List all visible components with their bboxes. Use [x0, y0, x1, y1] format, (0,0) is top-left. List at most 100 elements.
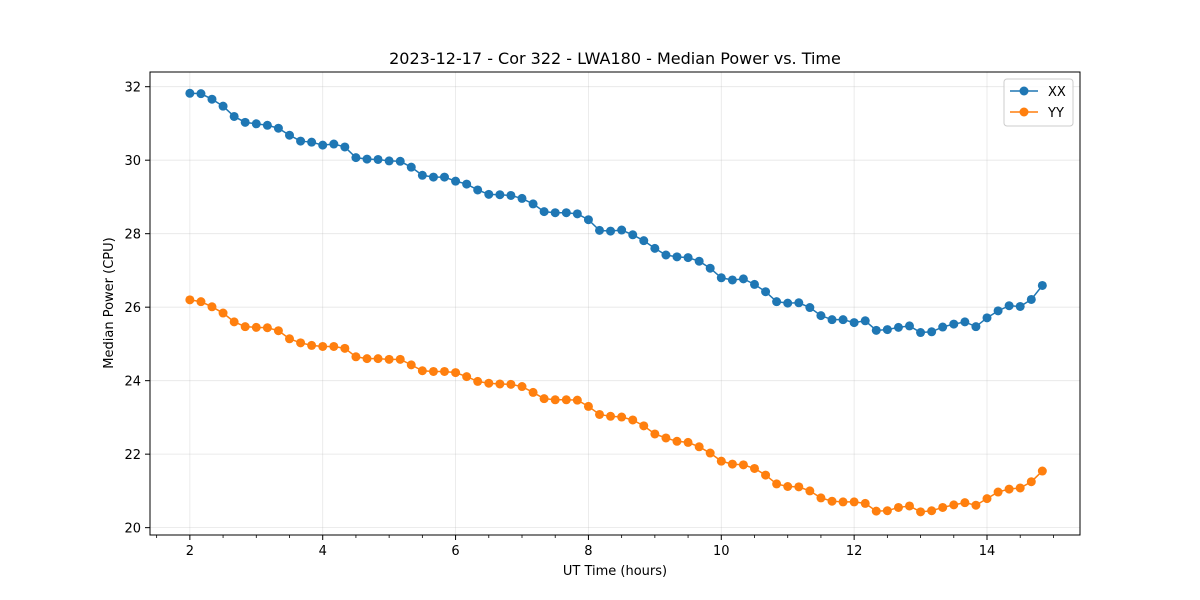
data-point-yy — [384, 354, 394, 364]
data-point-yy — [971, 500, 981, 510]
data-point-yy — [318, 341, 328, 351]
data-point-xx — [761, 287, 771, 297]
data-point-xx — [273, 123, 283, 133]
data-point-xx — [318, 140, 328, 150]
data-point-xx — [451, 176, 461, 186]
data-point-yy — [650, 429, 660, 439]
plot-area-frame — [149, 71, 1081, 536]
data-point-xx — [1037, 280, 1047, 290]
data-point-xx — [893, 322, 903, 332]
data-point-yy — [207, 302, 217, 312]
data-point-yy — [229, 317, 239, 327]
data-point-yy — [1037, 466, 1047, 476]
data-point-xx — [960, 317, 970, 327]
data-point-xx — [550, 208, 560, 218]
data-point-xx — [572, 209, 582, 219]
x-tick-label: 2 — [186, 544, 194, 559]
data-point-xx — [196, 89, 206, 99]
data-point-yy — [993, 487, 1003, 497]
data-point-yy — [595, 409, 605, 419]
data-point-xx — [583, 215, 593, 225]
data-point-xx — [595, 225, 605, 235]
data-point-xx — [395, 156, 405, 166]
data-point-xx — [1015, 301, 1025, 311]
data-point-yy — [395, 354, 405, 364]
data-point-yy — [307, 340, 317, 350]
data-point-yy — [772, 479, 782, 489]
y-axis-label: Median Power (CPU) — [102, 237, 117, 368]
y-tick-label: 20 — [124, 522, 141, 537]
x-tick-label: 10 — [713, 544, 730, 559]
data-point-xx — [838, 315, 848, 325]
data-point-yy — [550, 395, 560, 405]
data-point-yy — [218, 308, 228, 318]
data-point-xx — [882, 325, 892, 335]
x-tick-label: 4 — [319, 544, 327, 559]
data-point-xx — [229, 111, 239, 121]
x-tick-label: 14 — [979, 544, 996, 559]
data-point-yy — [738, 460, 748, 470]
y-tick-label: 26 — [124, 301, 141, 316]
data-point-yy — [484, 378, 494, 388]
data-point-yy — [683, 437, 693, 447]
data-point-yy — [417, 366, 427, 376]
data-point-xx — [772, 297, 782, 307]
data-point-yy — [716, 456, 726, 466]
data-point-yy — [606, 411, 616, 421]
data-point-yy — [329, 341, 339, 351]
data-point-xx — [694, 256, 704, 266]
legend-marker-xx — [1019, 86, 1029, 96]
series-layer — [185, 88, 1047, 517]
data-point-xx — [329, 139, 339, 149]
data-point-xx — [406, 162, 416, 172]
data-point-xx — [296, 136, 306, 146]
data-point-xx — [307, 137, 317, 147]
data-point-yy — [827, 496, 837, 506]
data-point-yy — [849, 497, 859, 507]
data-point-xx — [705, 263, 715, 273]
data-point-xx — [727, 275, 737, 285]
data-point-yy — [185, 295, 195, 305]
y-tick-label: 28 — [124, 228, 141, 243]
legend-label-yy: YY — [1047, 106, 1064, 121]
data-point-xx — [473, 185, 483, 195]
data-point-yy — [528, 387, 538, 397]
data-point-yy — [982, 494, 992, 504]
data-point-yy — [517, 382, 527, 392]
data-point-yy — [273, 326, 283, 336]
data-point-xx — [683, 253, 693, 263]
legend: XX YY — [1003, 78, 1074, 127]
y-tick-label: 24 — [124, 375, 141, 390]
chart-title: 2023-12-17 - Cor 322 - LWA180 - Median P… — [389, 49, 841, 68]
data-point-yy — [262, 323, 272, 333]
data-point-yy — [882, 506, 892, 516]
data-point-xx — [816, 311, 826, 321]
data-point-yy — [240, 322, 250, 332]
data-point-xx — [340, 142, 350, 152]
data-point-yy — [1004, 484, 1014, 494]
data-point-xx — [672, 252, 682, 262]
data-point-yy — [838, 497, 848, 507]
data-point-yy — [285, 334, 294, 344]
data-point-xx — [738, 274, 748, 284]
data-point-xx — [539, 207, 549, 217]
data-point-xx — [827, 315, 837, 325]
data-point-yy — [539, 394, 549, 404]
data-point-yy — [196, 297, 206, 307]
data-point-xx — [495, 190, 505, 200]
data-point-xx — [860, 316, 870, 326]
y-tick-label: 32 — [124, 81, 141, 96]
data-point-xx — [262, 120, 272, 130]
legend-marker-yy — [1019, 107, 1029, 117]
data-point-xx — [1004, 301, 1014, 311]
data-point-xx — [462, 179, 472, 189]
data-point-xx — [528, 199, 538, 209]
data-point-yy — [439, 366, 449, 376]
data-point-xx — [617, 225, 627, 235]
data-point-yy — [617, 412, 627, 422]
data-point-xx — [628, 230, 638, 240]
data-point-yy — [661, 433, 671, 443]
data-point-yy — [705, 448, 715, 458]
